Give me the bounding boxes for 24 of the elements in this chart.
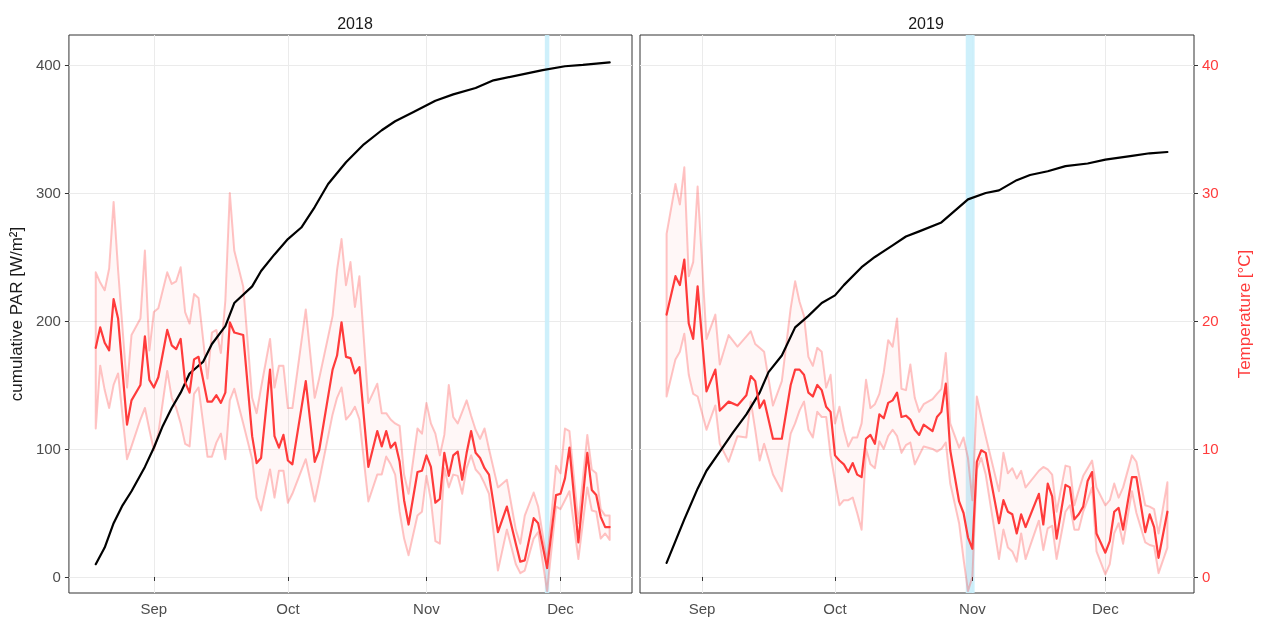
y2-tick-label: 0 bbox=[1202, 568, 1211, 586]
x-tick-label: Oct bbox=[823, 600, 848, 617]
y2-axis-title: Temperature [°C] bbox=[1235, 249, 1254, 379]
y2-tick-label: 10 bbox=[1202, 440, 1219, 458]
x-tick-label: Oct bbox=[276, 600, 301, 617]
x-tick-label: Dec bbox=[1092, 600, 1120, 617]
chart-title: 2019 bbox=[908, 14, 944, 32]
x-tick-label: Sep bbox=[140, 600, 168, 617]
y-tick-label: 400 bbox=[35, 56, 61, 74]
x-tick-label: Dec bbox=[547, 600, 575, 617]
y2-tick-label: 20 bbox=[1202, 312, 1219, 330]
y-tick-label: 100 bbox=[35, 440, 61, 458]
y-tick-label: 0 bbox=[52, 568, 61, 586]
x-tick-label: Sep bbox=[688, 600, 716, 617]
y-tick-label: 200 bbox=[35, 312, 61, 330]
line-series bbox=[94, 61, 611, 566]
y-axis-title: cumulative PAR [W/m²] bbox=[7, 226, 26, 402]
y-tick-label: 300 bbox=[35, 184, 61, 202]
line-series bbox=[665, 258, 1169, 559]
y2-tick-label: 30 bbox=[1202, 184, 1219, 202]
x-tick-label: Nov bbox=[959, 600, 987, 617]
chart-title: 2018 bbox=[337, 14, 373, 32]
y2-tick-label: 40 bbox=[1202, 56, 1219, 74]
x-tick-label: Nov bbox=[413, 600, 441, 617]
